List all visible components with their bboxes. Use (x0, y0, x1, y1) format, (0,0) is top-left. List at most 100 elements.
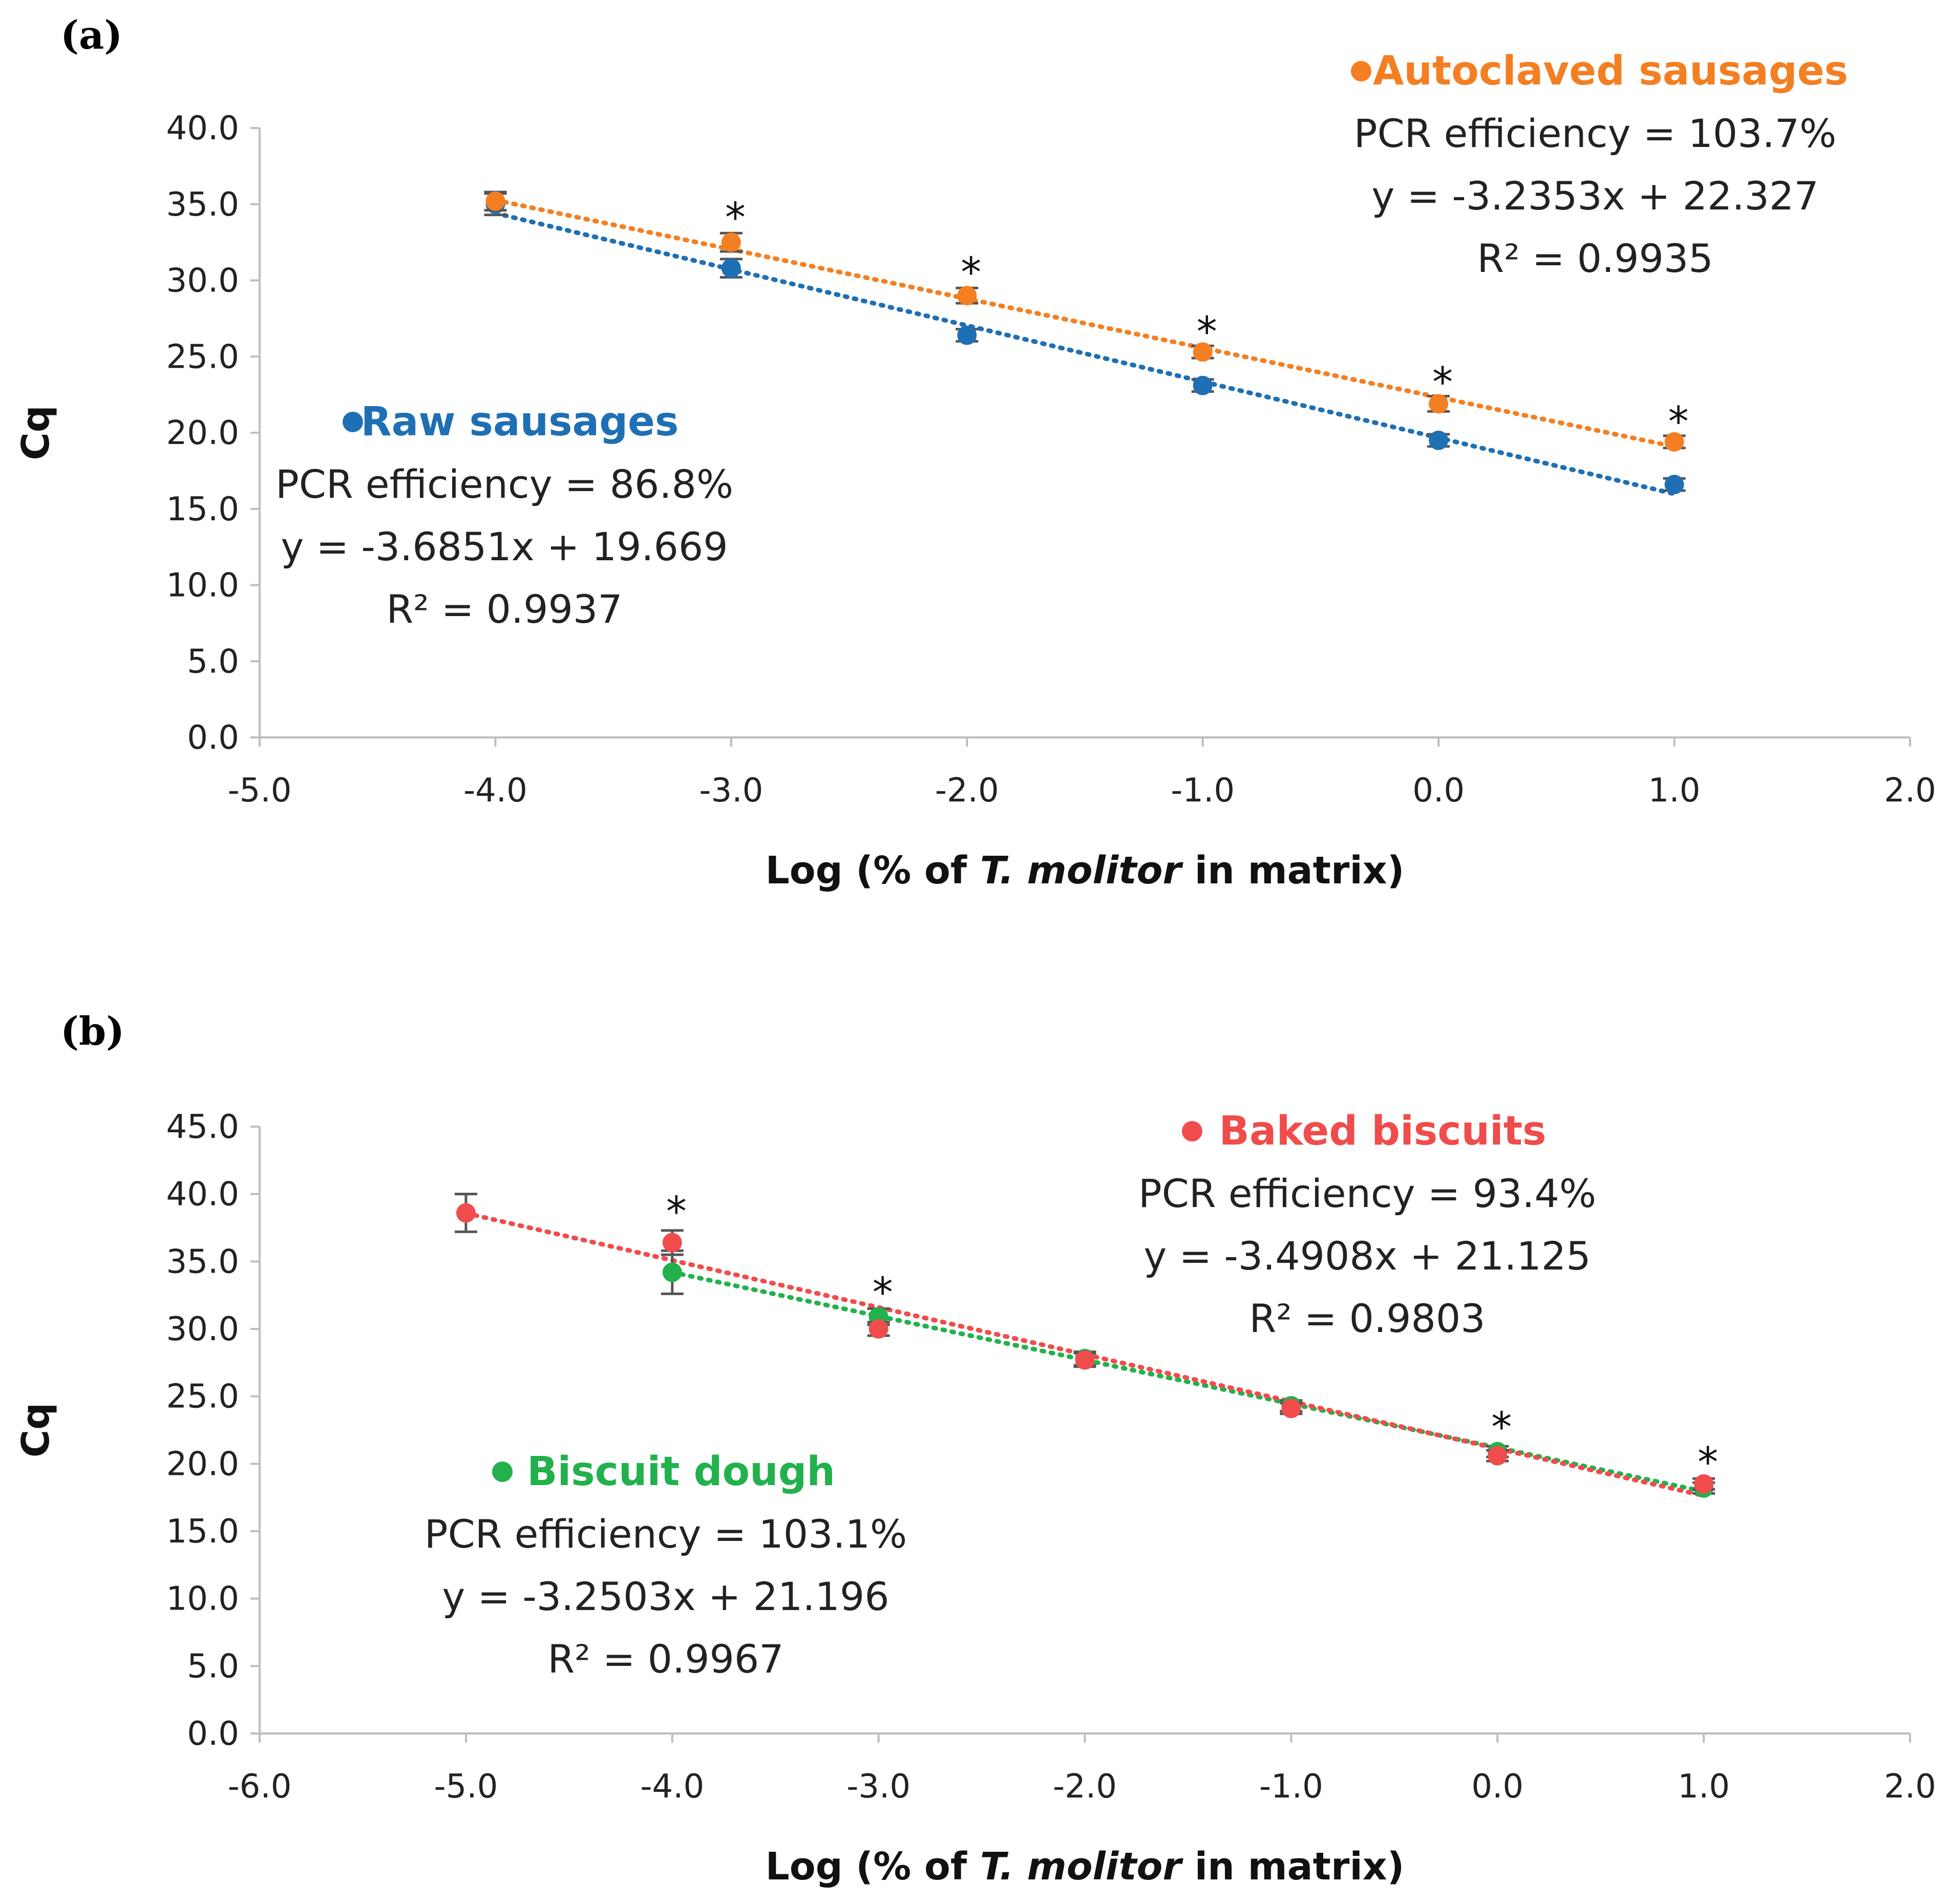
data-point (1664, 432, 1684, 452)
series-autoclaved-sausages (484, 191, 1686, 452)
y-axis-title: Cq (14, 405, 58, 460)
legend-label: Baked biscuits (1219, 1108, 1547, 1154)
y-tick-label: 0.0 (187, 1715, 239, 1753)
x-tick-label: 2.0 (1884, 1768, 1936, 1806)
legend-marker (343, 412, 363, 432)
data-point (662, 1262, 682, 1282)
significance-star: * (1668, 398, 1689, 446)
x-axis-title-prefix: Log (% of (766, 849, 980, 893)
data-point (1075, 1350, 1095, 1370)
regression-annotation: PCR efficiency = 93.4% (1138, 1171, 1596, 1216)
y-tick-label: 15.0 (166, 491, 240, 528)
data-point (1281, 1399, 1301, 1419)
data-point (957, 286, 977, 306)
regression-annotation: R² = 0.9935 (1477, 236, 1713, 281)
legend-biscuit-dough: Biscuit dough PCR efficiency = 103.1% y = … (425, 1449, 907, 1682)
y-tick-label: 10.0 (166, 1580, 240, 1618)
data-point (485, 191, 505, 211)
chart-panel-a: (a) 0.0 5.0 10.0 15.0 20.0 25.0 30.0 35.0 40.0 -5.… (14, 12, 1936, 893)
x-tick-label: -1.0 (1259, 1768, 1323, 1806)
significance-star: * (725, 194, 746, 242)
y-axis-title: Cq (14, 1403, 58, 1457)
data-point (1694, 1474, 1714, 1494)
regression-annotation: PCR efficiency = 103.7% (1354, 111, 1836, 156)
x-axis-title-species: T. molitor (980, 1845, 1184, 1889)
y-tick-label: 40.0 (166, 110, 240, 147)
significance-star: * (873, 1268, 893, 1316)
data-point (1429, 430, 1449, 450)
chart-panel-b: (b) 0.0 5.0 10.0 15.0 20.0 25.0 30.0 35.0 40.0 45.… (14, 1008, 1936, 1889)
data-point (662, 1233, 682, 1253)
y-tick-label: 5.0 (187, 1647, 239, 1685)
x-axis-title: Log (% of T. molitor in matrix) (766, 1845, 1405, 1889)
trendline-biscuit-dough (670, 1270, 1706, 1494)
regression-annotation: y = -3.6851x + 19.669 (281, 524, 728, 569)
regression-annotation: PCR efficiency = 103.1% (425, 1511, 907, 1557)
y-tick-label: 40.0 (166, 1176, 240, 1214)
regression-annotation: y = -3.2503x + 21.196 (442, 1574, 889, 1619)
y-tick-label: 5.0 (187, 643, 239, 681)
trendline-autoclaved-sausages (493, 198, 1677, 449)
data-point (1664, 475, 1684, 495)
x-tick-label: -6.0 (228, 1768, 292, 1806)
x-axis-title-suffix: in matrix) (1181, 849, 1404, 893)
x-tick-label: 1.0 (1648, 772, 1701, 810)
x-tick-label: -2.0 (935, 772, 999, 810)
legend-raw-sausages: Raw sausages PCR efficiency = 86.8% y = -3… (276, 399, 733, 632)
data-point (868, 1319, 888, 1339)
legend-marker (1351, 61, 1371, 81)
legend-label: Raw sausages (361, 399, 679, 445)
x-tick-label: -4.0 (640, 1768, 704, 1806)
legend-autoclaved-sausages: Autoclaved sausages PCR efficiency = 103.… (1351, 48, 1848, 281)
legend-label: Autoclaved sausages (1373, 48, 1848, 94)
y-tick-label: 30.0 (166, 262, 240, 300)
data-point (1429, 394, 1449, 414)
significance-star: * (1432, 358, 1453, 406)
regression-annotation: PCR efficiency = 86.8% (276, 461, 733, 507)
regression-annotation: R² = 0.9803 (1249, 1296, 1485, 1341)
significance-star: * (1491, 1404, 1512, 1451)
y-tick-label: 30.0 (166, 1310, 240, 1348)
y-tick-label: 25.0 (166, 338, 240, 376)
x-axis-title-species: T. molitor (980, 849, 1184, 893)
panel-label: (a) (60, 12, 122, 58)
data-point (721, 258, 741, 278)
data-point (1193, 342, 1213, 362)
data-point (1488, 1446, 1508, 1466)
x-tick-label: -5.0 (434, 1768, 498, 1806)
data-point (957, 325, 977, 345)
data-point (1193, 375, 1213, 395)
regression-annotation: y = -3.4908x + 21.125 (1143, 1233, 1591, 1279)
x-tick-label: 0.0 (1412, 772, 1465, 810)
x-tick-label: -3.0 (846, 1768, 910, 1806)
x-axis-title-prefix: Log (% of (766, 1845, 980, 1889)
data-point (721, 232, 741, 252)
y-tick-label: 20.0 (166, 1445, 240, 1483)
panel-label: (b) (60, 1008, 124, 1054)
regression-annotation: R² = 0.9967 (547, 1636, 783, 1682)
x-tick-label: -2.0 (1053, 1768, 1117, 1806)
y-tick-label: 45.0 (166, 1108, 240, 1146)
legend-label: Biscuit dough (527, 1449, 835, 1495)
y-tick-label: 25.0 (166, 1378, 240, 1416)
x-tick-label: -4.0 (463, 772, 527, 810)
trendline-raw-sausages (493, 210, 1677, 496)
y-tick-label: 0.0 (187, 719, 239, 757)
significance-star: * (666, 1188, 687, 1235)
x-tick-label: -3.0 (699, 772, 763, 810)
legend-marker (1182, 1121, 1202, 1141)
x-tick-label: -5.0 (228, 772, 292, 810)
x-axis-title-suffix: in matrix) (1181, 1845, 1404, 1889)
y-tick-label: 35.0 (166, 1243, 240, 1281)
regression-annotation: y = -3.2353x + 22.327 (1371, 173, 1818, 219)
regression-annotation: R² = 0.9937 (386, 586, 622, 632)
legend-marker (492, 1462, 513, 1482)
legend-baked-biscuits: Baked biscuits PCR efficiency = 93.4% y = … (1138, 1108, 1596, 1341)
significance-star: * (961, 249, 981, 297)
x-tick-label: 0.0 (1471, 1768, 1523, 1806)
x-tick-label: -1.0 (1171, 772, 1235, 810)
y-tick-label: 35.0 (166, 186, 240, 224)
y-tick-label: 15.0 (166, 1513, 240, 1551)
x-tick-label: 2.0 (1884, 772, 1936, 810)
